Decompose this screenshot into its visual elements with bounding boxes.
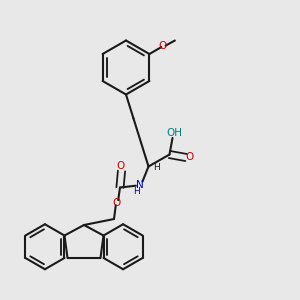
- Text: O: O: [113, 197, 121, 208]
- Text: O: O: [159, 41, 167, 52]
- Text: H: H: [133, 187, 140, 196]
- Text: O: O: [116, 160, 125, 171]
- Text: O: O: [185, 152, 194, 163]
- Text: H: H: [153, 164, 159, 172]
- Text: N: N: [136, 179, 143, 190]
- Text: OH: OH: [166, 128, 182, 138]
